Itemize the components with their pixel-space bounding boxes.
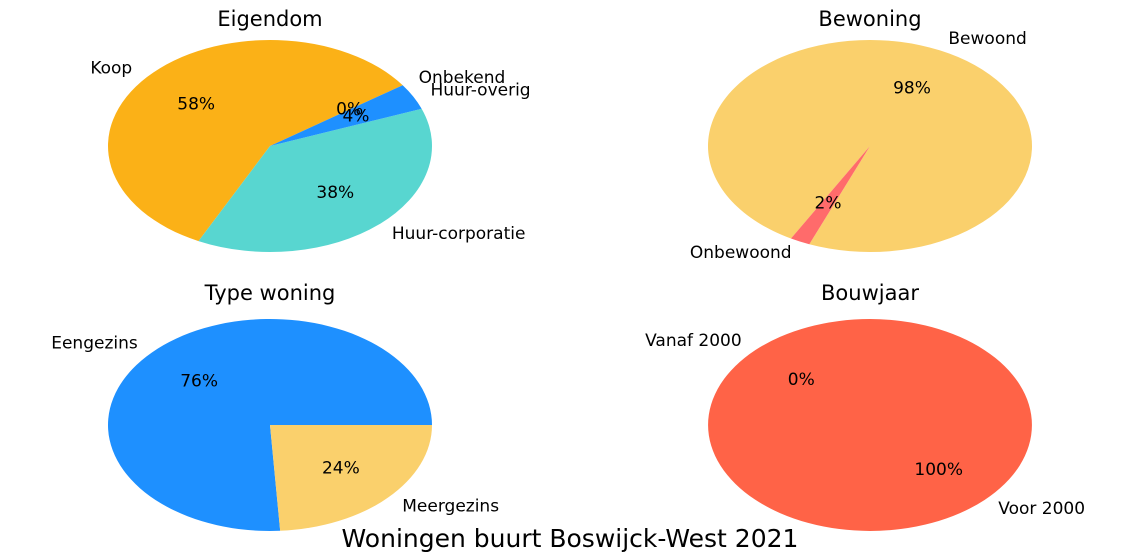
pie-wedge	[790, 146, 870, 245]
figure-title: Woningen buurt Boswijck-West 2021	[342, 524, 799, 553]
value-label: 0%	[788, 370, 815, 390]
value-label: 4%	[342, 106, 369, 126]
pie-title: Bouwjaar	[821, 281, 919, 305]
value-label: 38%	[316, 183, 354, 203]
value-label: 2%	[815, 193, 842, 213]
wedge-label: Onbewoond	[690, 243, 792, 263]
wedge-label: Huur-overig	[430, 81, 530, 101]
pie-wedge	[708, 319, 1032, 531]
wedge-label: Huur-corporatie	[392, 224, 526, 244]
wedge-label: Koop	[90, 59, 132, 79]
value-label: 98%	[893, 79, 931, 99]
wedge-label: Voor 2000	[998, 499, 1085, 519]
wedge-label: Eengezins	[51, 334, 138, 354]
value-label: 24%	[322, 459, 360, 479]
pie-title: Bewoning	[818, 7, 921, 31]
value-label: 76%	[180, 371, 218, 391]
pie-wedge	[270, 425, 432, 531]
wedge-label: Onbekend	[419, 68, 506, 88]
value-label: 100%	[914, 460, 963, 480]
pie-wedge	[108, 40, 403, 242]
value-label: 58%	[177, 95, 215, 115]
value-label: 0%	[336, 100, 363, 120]
pie-title: Eigendom	[217, 7, 322, 31]
pie-wedge	[708, 40, 1033, 253]
wedge-label: Meergezins	[402, 496, 499, 516]
pie-wedge	[270, 85, 422, 146]
pie-wedge	[198, 108, 432, 252]
pie-title: Type woning	[204, 281, 336, 305]
wedge-label: Vanaf 2000	[645, 331, 742, 351]
wedge-label: Bewoond	[948, 29, 1026, 49]
